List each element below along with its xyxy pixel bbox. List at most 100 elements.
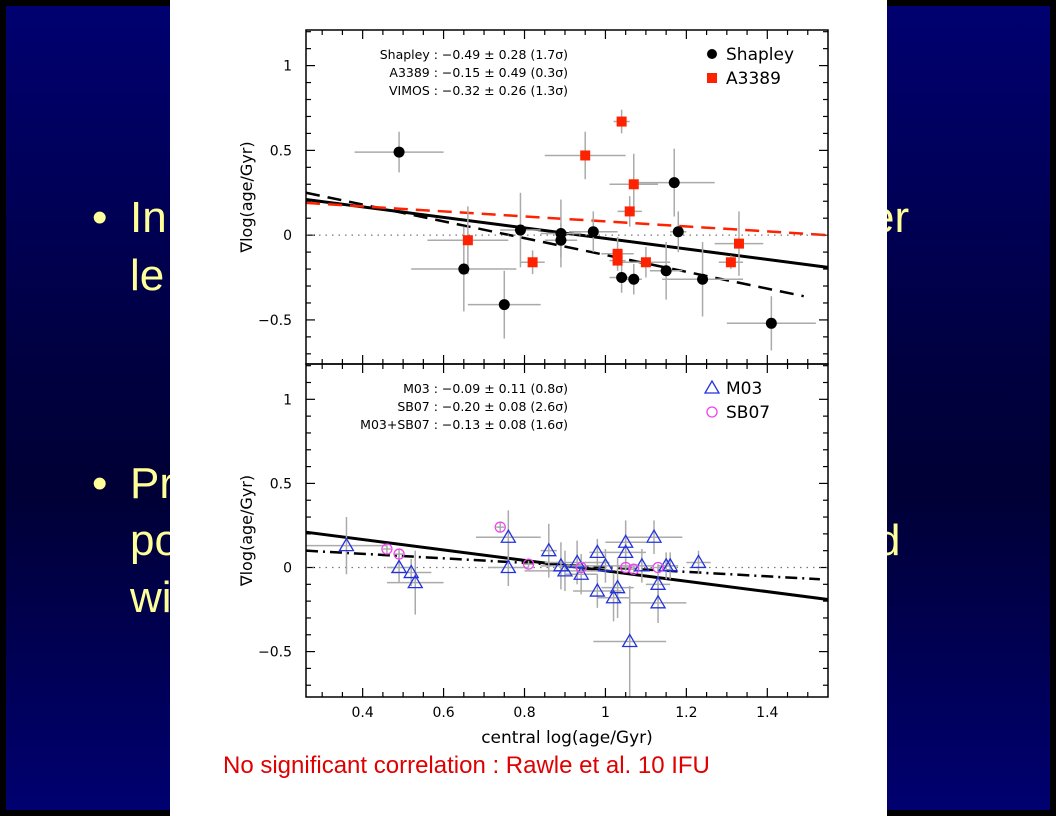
x-tick-label: 1.4 (756, 705, 778, 721)
data-point-m03 (609, 579, 626, 594)
data-point-a3389 (616, 116, 627, 127)
data-point-m03 (621, 633, 638, 648)
data-point-m03 (540, 542, 557, 557)
data-point-m03 (589, 544, 606, 559)
data-point-shapley (458, 263, 470, 275)
y-tick-label: 1 (283, 59, 292, 75)
data-point-m03 (500, 528, 517, 543)
data-point-m03 (633, 557, 650, 572)
data-point-sb07 (381, 543, 393, 555)
bullet-2-text-fragment: Pr (130, 459, 174, 508)
data-point-shapley (660, 265, 672, 277)
legend-label: M03 (726, 379, 762, 399)
figure-caption: No significant correlation : Rawle et al… (223, 752, 710, 779)
top-panel: 1 0.5 0 −0.5 ∇log(age/Gyr) Shapley : −0.49 ± … (237, 29, 829, 365)
data-point-m03 (617, 533, 634, 548)
legend-label: SB07 (726, 403, 770, 423)
plot-frame (305, 363, 829, 698)
fit-statistic: Shapley : −0.49 ± 0.28 (1.7σ) (380, 47, 568, 62)
data-point-m03 (403, 564, 420, 579)
fit-line-a3389 (305, 201, 829, 237)
data-point-m03 (649, 576, 667, 590)
data-point-m03 (645, 528, 663, 543)
data-point-shapley (514, 224, 526, 236)
bullet-1-text-fragment: In (130, 193, 167, 242)
data-point-sb07 (620, 561, 632, 574)
data-point-m03 (605, 589, 622, 604)
y-tick-label: 0.5 (270, 476, 292, 492)
y-axis-label: ∇log(age/Gyr) (237, 141, 256, 253)
x-axis-label: central log(age/Gyr) (481, 728, 653, 748)
data-point-m03 (568, 554, 586, 569)
bullet-2-line3-fragment: wi (130, 573, 172, 622)
legend-label: A3389 (726, 69, 781, 89)
data-point-shapley (672, 226, 684, 238)
data-point-m03 (617, 544, 634, 559)
data-point-m03 (338, 537, 355, 552)
y-tick-label: 0.5 (270, 143, 292, 159)
data-point-a3389 (612, 248, 623, 259)
data-point-shapley (498, 299, 510, 311)
data-point-shapley (697, 273, 709, 285)
legend-marker (707, 49, 717, 59)
data-point-sb07 (575, 561, 587, 574)
data-point-m03 (573, 565, 590, 580)
data-point-sb07 (628, 563, 640, 575)
data-point-m03 (407, 574, 424, 589)
data-point-shapley (616, 272, 628, 284)
data-point-sb07 (652, 561, 664, 574)
data-point-m03 (390, 559, 408, 574)
data-point-shapley (587, 226, 599, 238)
data-point-m03 (589, 582, 606, 597)
y-tick-label: 1 (283, 392, 292, 408)
fit-statistic: M03+SB07 : −0.13 ± 0.08 (1.6σ) (360, 417, 568, 432)
fit-statistic: SB07 : −0.20 ± 0.08 (2.6σ) (397, 399, 568, 414)
data-point-m03 (556, 562, 574, 577)
x-tick-label: 0.8 (513, 705, 535, 721)
bottom-panel: 1 0.5 0 −0.5 ∇log(age/Gyr) M03 : −0.09 ± 0.11… (237, 363, 829, 748)
bullet-1: • (92, 193, 108, 242)
data-point-m03 (690, 554, 707, 569)
data-point-a3389 (612, 255, 623, 266)
fit-line-m03+sb07 (305, 549, 820, 581)
y-tick-label: −0.5 (258, 313, 292, 329)
y-tick-label: −0.5 (258, 645, 292, 661)
legend-marker (707, 73, 717, 83)
figure-panel (170, 0, 887, 816)
data-point-m03 (649, 594, 667, 609)
y-axis-label: ∇log(age/Gyr) (237, 475, 256, 587)
data-point-shapley (555, 234, 567, 246)
data-point-a3389 (640, 257, 651, 268)
fit-statistic: M03 : −0.09 ± 0.11 (0.8σ) (403, 381, 568, 396)
bullet-2: • (92, 459, 108, 508)
legend-marker (706, 406, 718, 418)
data-point-shapley (765, 317, 777, 329)
x-tick-label: 0.6 (432, 705, 454, 721)
legend-label: Shapley (726, 45, 794, 65)
bullet-1-line2-fragment: le (130, 251, 165, 300)
data-point-a3389 (527, 257, 538, 268)
x-tick-label: 1.2 (675, 705, 697, 721)
data-point-m03 (662, 557, 679, 572)
data-point-a3389 (580, 150, 591, 161)
legend-marker (703, 379, 721, 394)
data-point-a3389 (462, 235, 473, 246)
data-point-a3389 (733, 238, 744, 249)
data-point-shapley (668, 177, 680, 189)
data-point-a3389 (624, 206, 635, 217)
data-point-sb07 (494, 521, 506, 533)
y-tick-label: 0 (283, 561, 292, 577)
x-tick-label: 0.4 (352, 705, 374, 721)
data-point-sb07 (522, 558, 535, 570)
data-point-sb07 (393, 548, 405, 560)
data-point-shapley (628, 273, 640, 285)
x-tick-label: 1 (601, 705, 610, 721)
y-tick-label: 0 (283, 228, 292, 244)
data-point-a3389 (725, 257, 736, 268)
fit-statistic: A3389 : −0.15 ± 0.49 (0.3σ) (389, 65, 568, 80)
data-point-m03 (597, 557, 614, 572)
fit-statistic: VIMOS : −0.32 ± 0.26 (1.3σ) (389, 83, 568, 98)
data-point-shapley (393, 146, 405, 158)
data-point-a3389 (628, 179, 639, 190)
